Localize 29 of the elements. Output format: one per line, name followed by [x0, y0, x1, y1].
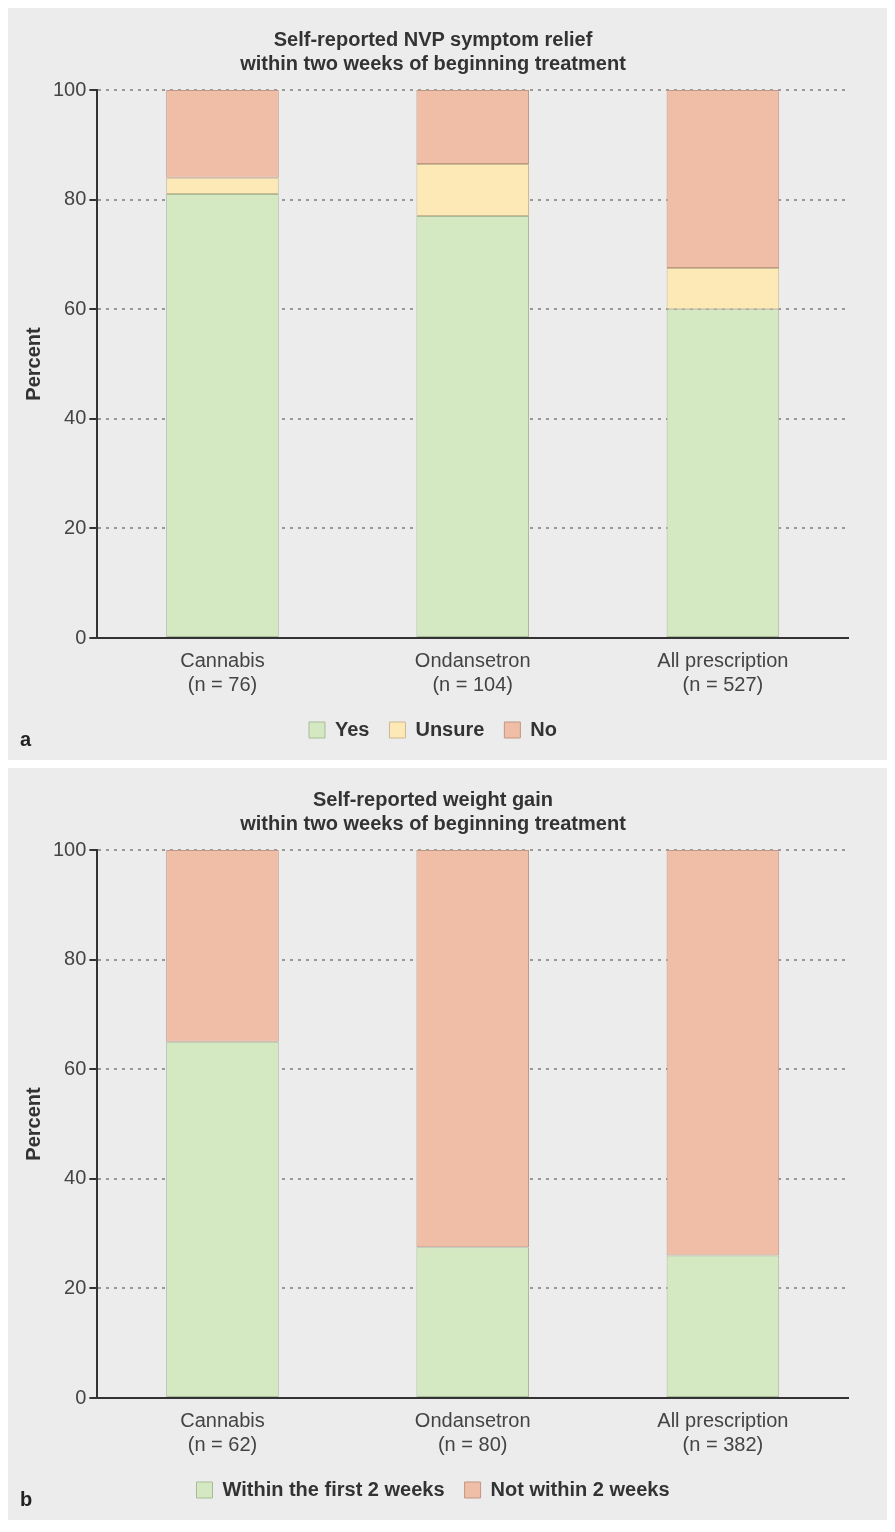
- legend-label: Unsure: [415, 717, 485, 740]
- y-tick-label: 60: [64, 296, 87, 319]
- legend-label: Yes: [334, 717, 370, 740]
- y-tick-label: 0: [75, 625, 87, 648]
- text: a: [20, 727, 32, 750]
- x-tick-label: Cannabis (n = 76): [180, 648, 265, 695]
- x-tick-label: All prescription (n = 382): [657, 1408, 789, 1455]
- chart-title: Self-reported NVP symptom relief within two weeks of beginning treatment: [239, 27, 627, 74]
- x-tick-label: Ondansetron (n = 80): [414, 1408, 531, 1455]
- chart-title: Self-reported weight gain within two weeks of beginning treatment: [239, 787, 627, 834]
- y-tick-label: 60: [64, 1056, 87, 1079]
- y-tick-label: 40: [64, 1166, 87, 1189]
- y-axis-title: Percent: [21, 1086, 44, 1161]
- y-tick-label: 20: [64, 1275, 87, 1298]
- text: b: [20, 1487, 33, 1510]
- y-tick-label: 100: [52, 77, 87, 100]
- y-tick-label: 20: [64, 515, 87, 538]
- y-axis-title: Percent: [21, 326, 44, 401]
- y-tick-label: 80: [64, 947, 87, 970]
- x-tick-label: Ondansetron (n = 104): [414, 648, 531, 695]
- legend-label: No: [530, 717, 558, 740]
- legend-label: Within the first 2 weeks: [222, 1477, 445, 1500]
- x-tick-label: All prescription (n = 527): [657, 648, 789, 695]
- y-tick-label: 40: [64, 406, 87, 429]
- x-tick-label: Cannabis (n = 62): [180, 1408, 265, 1455]
- y-tick-label: 80: [64, 187, 87, 210]
- legend-label: Not within 2 weeks: [490, 1477, 670, 1500]
- y-tick-label: 0: [75, 1385, 87, 1408]
- y-tick-label: 100: [52, 837, 87, 860]
